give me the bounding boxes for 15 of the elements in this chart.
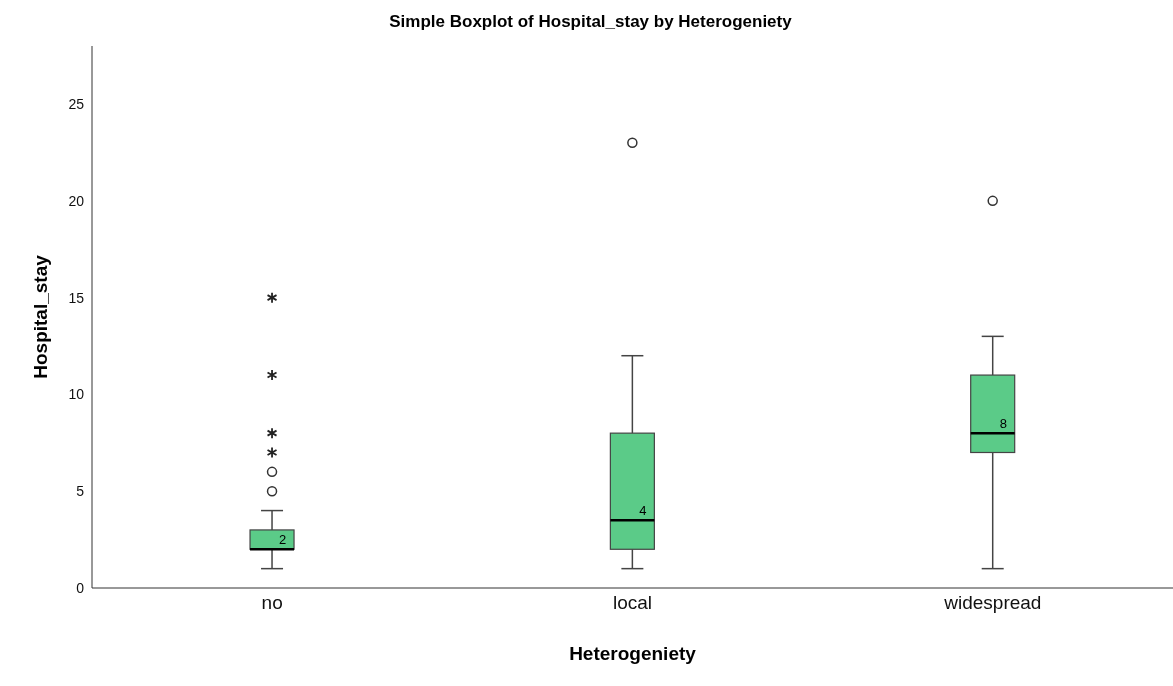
annotation: 8	[999, 416, 1007, 432]
annotation: 2	[279, 532, 287, 548]
annotation: 4	[639, 503, 647, 519]
y-tick-label: 0	[76, 579, 85, 596]
y-tick-label: 25	[68, 96, 85, 113]
y-tick-label: 20	[68, 192, 85, 209]
chart-title: Simple Boxplot of Hospital_stay by Heterogeniety	[388, 11, 793, 33]
x-tick-label: widespread	[943, 592, 1042, 614]
x-axis-title: Heterogeniety	[569, 643, 697, 664]
x-tick-label: no	[261, 592, 283, 614]
y-tick-label: 15	[68, 289, 85, 306]
y-axis-title: Hospital_stay	[29, 254, 51, 379]
y-tick-label: 10	[68, 386, 85, 403]
x-tick-label: local	[612, 592, 653, 614]
y-tick-label: 5	[76, 483, 85, 500]
